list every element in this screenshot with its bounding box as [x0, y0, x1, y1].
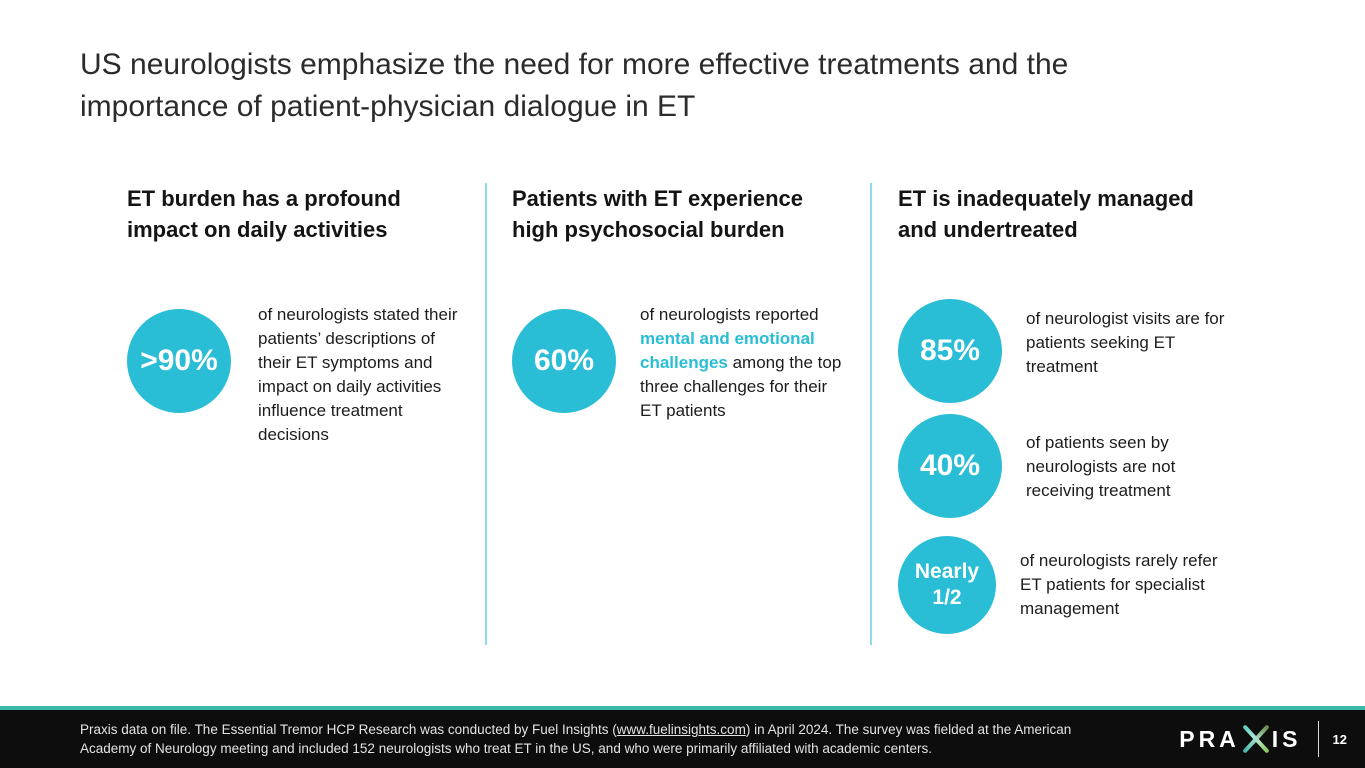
stat-value: >90%	[140, 344, 218, 377]
page-title: US neurologists emphasize the need for m…	[80, 44, 1068, 128]
stat-value-line-2: 1/2	[932, 586, 962, 609]
logo-text-is: IS	[1271, 725, 1302, 752]
stat-text-highlight: mental and emotional challenges	[640, 329, 815, 372]
stat-text-after: among the top three challenges for their…	[640, 353, 842, 420]
title-line-2: importance of patient-physician dialogue…	[80, 90, 696, 123]
stat-value-line-1: Nearly	[914, 560, 980, 583]
stat-value: 60%	[533, 344, 595, 377]
column-header: Patients with ET experience high psychos…	[512, 186, 803, 242]
stat-row: Nearly 1/2 of neurologists rarely refer …	[898, 536, 1238, 634]
footer: Praxis data on file. The Essential Tremo…	[0, 706, 1365, 768]
column-divider-1	[485, 183, 487, 645]
stat-circle: 60%	[512, 309, 616, 413]
praxis-x-icon	[1242, 725, 1269, 753]
stat-row: 40% of patients seen by neurologists are…	[898, 414, 1238, 518]
title-line-1: US neurologists emphasize the need for m…	[80, 48, 1069, 81]
footnote-line-2: Academy of Neurology meeting and include…	[80, 741, 932, 756]
column-divider-2	[870, 183, 872, 645]
stat-circle: 40%	[898, 414, 1002, 518]
stat-text: of neurologists reported mental and emot…	[640, 303, 847, 423]
stat-row: 60% of neurologists reported mental and …	[512, 303, 847, 423]
column-header: ET burden has a profound impact on daily…	[127, 186, 401, 242]
column-et-burden: ET burden has a profound impact on daily…	[127, 183, 462, 447]
column-header: ET is inadequately managed and undertrea…	[898, 186, 1194, 242]
logo-text-pra: PRA	[1179, 725, 1240, 752]
column-psychosocial-burden: Patients with ET experience high psychos…	[512, 183, 847, 423]
stat-value: 40%	[919, 449, 981, 482]
stat-text-before: of neurologists reported	[640, 305, 819, 324]
praxis-logo: PRA	[1179, 721, 1301, 757]
column-undertreated: ET is inadequately managed and undertrea…	[898, 183, 1238, 634]
footer-right: PRA	[1179, 721, 1347, 757]
stat-circle: >90%	[127, 309, 231, 413]
footnote-text: Praxis data on file. The Essential Tremo…	[80, 722, 617, 737]
stat-value: 85%	[919, 334, 981, 367]
stat-row: >90% of neurologists stated their patien…	[127, 303, 462, 447]
page-divider	[1317, 721, 1319, 757]
footnote-line-1: Praxis data on file. The Essential Tremo…	[80, 720, 1071, 739]
footnote: Praxis data on file. The Essential Tremo…	[80, 720, 1071, 758]
footnote-text: ) in April 2024. The survey was fielded …	[745, 722, 1072, 737]
stat-text: of neurologists rarely refer ET patients…	[1020, 551, 1218, 618]
stat-text: of neurologist visits are for patients s…	[1026, 309, 1225, 376]
stat-circle: 85%	[898, 299, 1002, 403]
stat-row: 85% of neurologist visits are for patien…	[898, 299, 1238, 403]
stat-circle: Nearly 1/2	[898, 536, 996, 634]
fuelinsights-link[interactable]: www.fuelinsights.com	[616, 722, 746, 737]
page-number: 12	[1332, 731, 1347, 747]
stat-text: of neurologists stated their patients’ d…	[258, 305, 458, 444]
stat-text: of patients seen by neurologists are not…	[1026, 433, 1176, 500]
